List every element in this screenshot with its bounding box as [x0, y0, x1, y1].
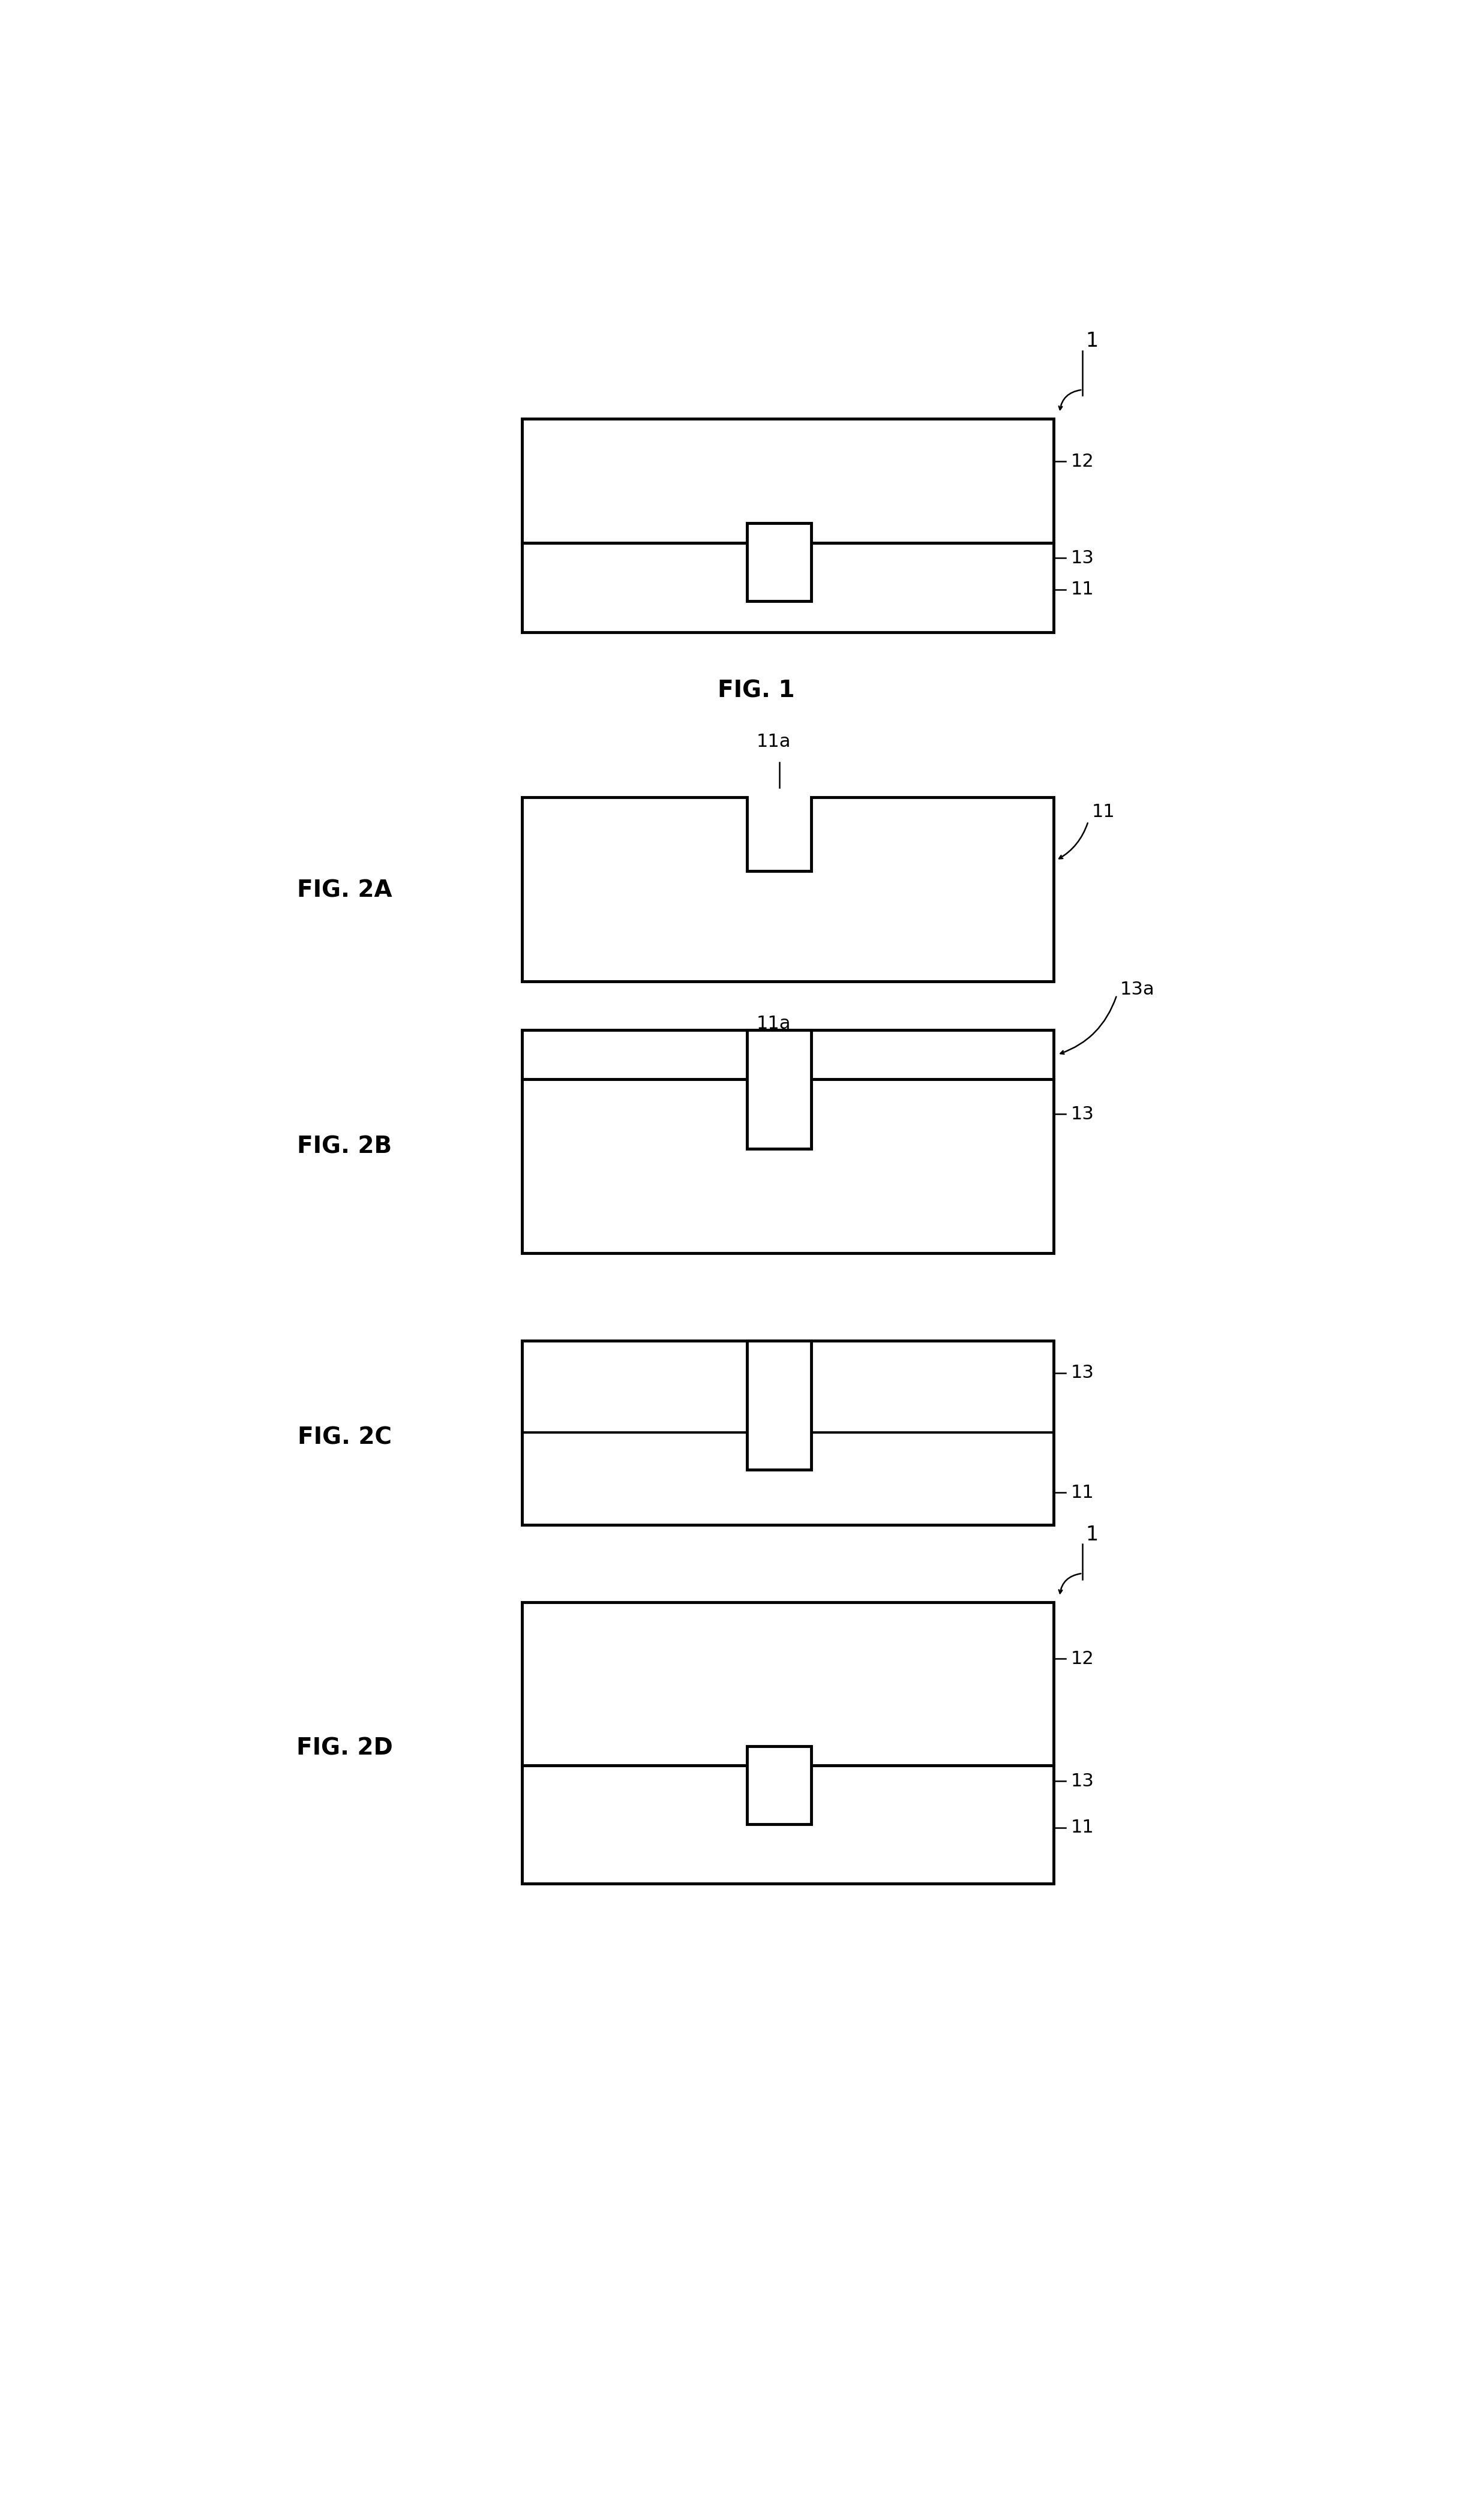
- Bar: [523, 418, 1054, 542]
- Bar: [523, 1031, 1054, 1079]
- Bar: [812, 796, 1054, 980]
- Text: FIG. 1: FIG. 1: [717, 678, 796, 703]
- Text: FIG. 2B: FIG. 2B: [297, 1134, 393, 1157]
- Bar: [523, 542, 1054, 633]
- Bar: [747, 1469, 812, 1525]
- Bar: [523, 1341, 1054, 1525]
- Bar: [523, 1603, 1054, 1767]
- Bar: [747, 1031, 812, 1149]
- Text: 11: 11: [1072, 1484, 1094, 1502]
- Text: FIG. 2C: FIG. 2C: [298, 1426, 391, 1449]
- Bar: [747, 1149, 812, 1252]
- Bar: [523, 796, 747, 980]
- Bar: [812, 1434, 1054, 1525]
- Text: FIG. 2A: FIG. 2A: [297, 879, 393, 902]
- Bar: [747, 1746, 812, 1824]
- Bar: [523, 1079, 747, 1252]
- Text: 13: 13: [1072, 1106, 1094, 1121]
- Text: 13: 13: [1072, 1772, 1094, 1789]
- Bar: [523, 1341, 1054, 1434]
- Text: 13a: 13a: [1120, 980, 1154, 998]
- Text: 11: 11: [1072, 1819, 1094, 1837]
- Bar: [523, 1434, 747, 1525]
- Text: 1: 1: [1086, 1525, 1098, 1545]
- Bar: [747, 872, 812, 980]
- Text: 11: 11: [1092, 804, 1114, 822]
- Text: 11a: 11a: [756, 733, 791, 751]
- Text: 11a: 11a: [756, 1016, 791, 1033]
- Text: 12: 12: [1072, 454, 1094, 471]
- Bar: [747, 1341, 812, 1469]
- Bar: [747, 524, 812, 600]
- Text: 12: 12: [1072, 1651, 1094, 1668]
- Bar: [812, 1079, 1054, 1252]
- Text: 11: 11: [1072, 582, 1094, 597]
- Bar: [523, 1767, 1054, 1885]
- Text: 13: 13: [1072, 1363, 1094, 1381]
- Text: FIG. 2D: FIG. 2D: [297, 1736, 393, 1759]
- Text: 13: 13: [1072, 549, 1094, 567]
- Text: 1: 1: [1086, 330, 1098, 350]
